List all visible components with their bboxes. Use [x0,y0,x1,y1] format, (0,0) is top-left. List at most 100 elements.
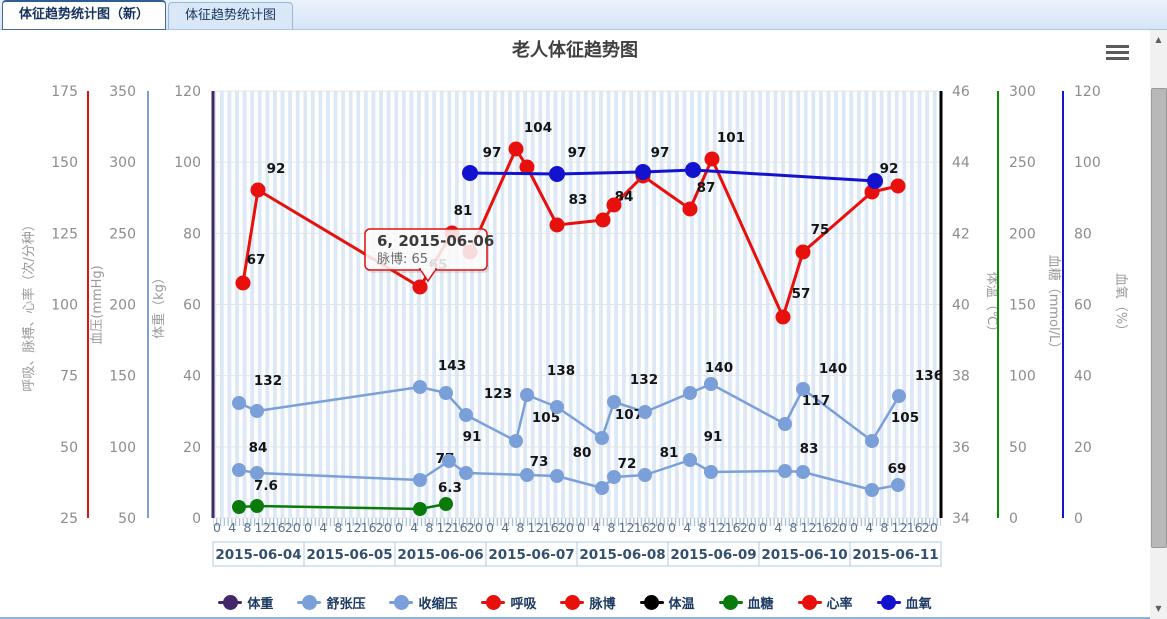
data-point-systolic[interactable] [778,417,792,431]
svg-text:16: 16 [634,520,650,535]
svg-text:血糖（mmol/L）: 血糖（mmol/L） [1046,255,1062,356]
legend-item-systolic[interactable]: 收缩压 [389,593,457,612]
svg-text:0: 0 [1009,511,1018,527]
svg-text:12: 12 [892,520,908,535]
vertical-scrollbar[interactable]: ▲ ▼ [1150,30,1167,619]
data-point-systolic[interactable] [250,404,264,418]
data-point-spo2[interactable] [549,166,565,182]
svg-text:44: 44 [952,155,970,171]
data-point-pulse[interactable] [795,244,811,260]
svg-text:0: 0 [850,520,858,535]
data-point-systolic[interactable] [595,431,609,445]
tooltip-value: 脉博: 65 [377,252,428,267]
data-point-diastolic[interactable] [704,465,718,479]
svg-text:125: 125 [51,226,78,242]
data-point-systolic[interactable] [796,382,810,396]
svg-text:84: 84 [249,440,268,456]
data-point-spo2[interactable] [462,165,478,181]
data-point-glucose[interactable] [250,499,264,513]
data-point-pulse[interactable] [682,201,698,217]
data-point-pulse[interactable] [704,151,720,167]
data-point-systolic[interactable] [550,400,564,414]
data-point-diastolic[interactable] [607,470,621,484]
data-point-diastolic[interactable] [520,468,534,482]
legend-label: 呼吸 [510,597,537,612]
respiration-series-icon [481,595,506,611]
svg-text:4: 4 [228,520,236,535]
hamburger-menu-icon[interactable] [1106,45,1129,63]
svg-text:97: 97 [568,145,587,161]
data-point-pulse[interactable] [508,141,524,157]
svg-text:20: 20 [467,520,483,535]
legend-item-heart-rate[interactable]: 心率 [797,593,853,612]
data-point-pulse[interactable] [775,309,791,325]
svg-text:16: 16 [816,520,832,535]
svg-text:87: 87 [697,180,716,196]
data-point-pulse[interactable] [595,212,611,228]
svg-text:150: 150 [1009,298,1036,314]
data-point-systolic[interactable] [439,386,453,400]
scroll-up-icon[interactable]: ▲ [1155,35,1162,44]
scrollbar-thumb[interactable] [1151,88,1167,548]
data-point-pulse[interactable] [890,178,906,194]
data-point-systolic[interactable] [892,389,906,403]
data-point-diastolic[interactable] [683,453,697,467]
svg-text:34: 34 [952,511,970,527]
svg-text:200: 200 [1009,226,1036,242]
data-point-pulse[interactable] [519,159,535,175]
data-point-systolic[interactable] [509,434,523,448]
data-point-diastolic[interactable] [796,465,810,479]
svg-text:12: 12 [346,520,362,535]
data-point-systolic[interactable] [638,405,652,419]
svg-text:0: 0 [213,520,221,535]
tab-trend-chart-old[interactable]: 体征趋势统计图 [168,2,294,29]
svg-text:150: 150 [109,369,136,385]
data-point-systolic[interactable] [865,434,879,448]
tab-trend-chart-new[interactable]: 体征趋势统计图（新） [2,0,167,30]
data-point-pulse[interactable] [412,279,428,295]
data-point-spo2[interactable] [635,164,651,180]
data-point-spo2[interactable] [685,162,701,178]
data-point-glucose[interactable] [232,500,246,514]
data-point-systolic[interactable] [704,377,718,391]
series-diastolic: 84779173807281918369 [232,429,906,497]
data-point-diastolic[interactable] [459,466,473,480]
data-point-diastolic[interactable] [891,478,905,492]
chart-legend: 体重 舒张压 收缩压 呼吸 脉博 体温 血糖 心率 血氧 [0,593,1150,612]
svg-text:40: 40 [1074,369,1092,385]
data-point-systolic[interactable] [607,395,621,409]
svg-text:120: 120 [174,84,201,100]
legend-item-diastolic[interactable]: 舒张压 [297,593,365,612]
data-point-glucose[interactable] [413,502,427,516]
legend-item-temperature[interactable]: 体温 [639,593,695,612]
svg-text:200: 200 [109,298,136,314]
data-point-glucose[interactable] [439,497,453,511]
legend-item-pulse[interactable]: 脉博 [560,593,616,612]
data-point-diastolic[interactable] [865,483,879,497]
legend-item-respiration[interactable]: 呼吸 [481,593,536,612]
data-point-systolic[interactable] [683,386,697,400]
data-point-diastolic[interactable] [413,473,427,487]
legend-item-weight[interactable]: 体重 [218,593,273,612]
legend-item-glucose[interactable]: 血糖 [718,593,774,612]
data-point-diastolic[interactable] [232,463,246,477]
data-point-pulse[interactable] [606,197,622,213]
data-point-pulse[interactable] [250,182,266,198]
data-point-systolic[interactable] [459,408,473,422]
data-point-diastolic[interactable] [638,468,652,482]
data-point-diastolic[interactable] [778,464,792,478]
data-point-spo2[interactable] [867,173,883,189]
data-point-diastolic[interactable] [442,454,456,468]
data-point-diastolic[interactable] [250,466,264,480]
legend-item-spo2[interactable]: 血氧 [876,593,932,612]
svg-text:0: 0 [486,520,494,535]
svg-text:4: 4 [410,520,418,535]
data-point-diastolic[interactable] [550,469,564,483]
data-point-pulse[interactable] [235,275,251,291]
scroll-down-icon[interactable]: ▼ [1155,604,1162,613]
data-point-systolic[interactable] [232,396,246,410]
data-point-diastolic[interactable] [595,481,609,495]
data-point-systolic[interactable] [520,388,534,402]
data-point-systolic[interactable] [413,380,427,394]
data-point-pulse[interactable] [549,217,565,233]
